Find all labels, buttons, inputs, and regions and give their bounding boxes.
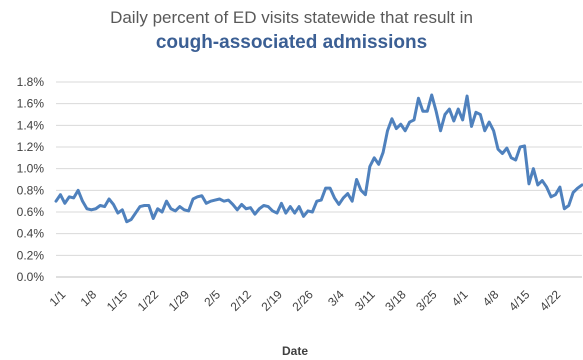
y-tick-label: 0.4% <box>17 227 45 241</box>
y-tick-label: 0.0% <box>17 270 45 284</box>
x-tick-label: 4/15 <box>506 287 533 314</box>
x-tick-label: 2/19 <box>259 287 286 314</box>
x-tick-label: 4/22 <box>537 287 564 314</box>
x-tick-label: 3/18 <box>382 287 409 314</box>
x-tick-label: 3/11 <box>352 287 378 313</box>
x-tick-label: 1/29 <box>166 287 193 314</box>
series-line <box>54 93 583 224</box>
grid-layer <box>56 81 582 278</box>
x-tick-label: 1/15 <box>104 287 131 314</box>
x-tick-label: 1/1 <box>47 287 69 309</box>
x-axis-tick-labels: 1/1 1/8 1/15 1/22 1/29 2/5 2/12 2/19 2/26 3/4 3/11… <box>47 287 564 314</box>
x-tick-label: 4/1 <box>449 287 471 309</box>
y-tick-label: 1.6% <box>17 97 45 111</box>
y-axis-tick-labels: 0.0% 0.2% 0.4% 0.6% 0.8% 1.0% 1.2% 1.4% 1.6% 1.8% <box>17 75 45 284</box>
x-tick-label: 3/25 <box>413 287 440 314</box>
y-tick-label: 1.0% <box>17 162 45 176</box>
y-tick-label: 0.8% <box>17 183 45 197</box>
x-tick-label: 2/26 <box>289 287 316 314</box>
y-tick-label: 0.2% <box>17 248 45 262</box>
chart-subtitle: cough-associated admissions <box>155 32 428 53</box>
x-tick-label: 1/22 <box>135 287 162 314</box>
x-tick-label: 2/12 <box>228 287 255 314</box>
y-tick-label: 1.4% <box>17 118 45 132</box>
chart-title: Daily percent of ED visits statewide tha… <box>110 8 473 27</box>
y-tick-label: 1.8% <box>17 75 45 89</box>
x-axis-label: Date <box>282 344 308 358</box>
x-tick-label: 3/4 <box>325 287 347 309</box>
x-tick-label: 1/8 <box>78 287 100 309</box>
series-layer <box>54 93 583 224</box>
y-tick-label: 0.6% <box>17 205 45 219</box>
x-tick-label: 2/5 <box>201 287 223 309</box>
y-tick-label: 1.2% <box>17 140 45 154</box>
x-tick-label: 4/8 <box>480 287 502 309</box>
